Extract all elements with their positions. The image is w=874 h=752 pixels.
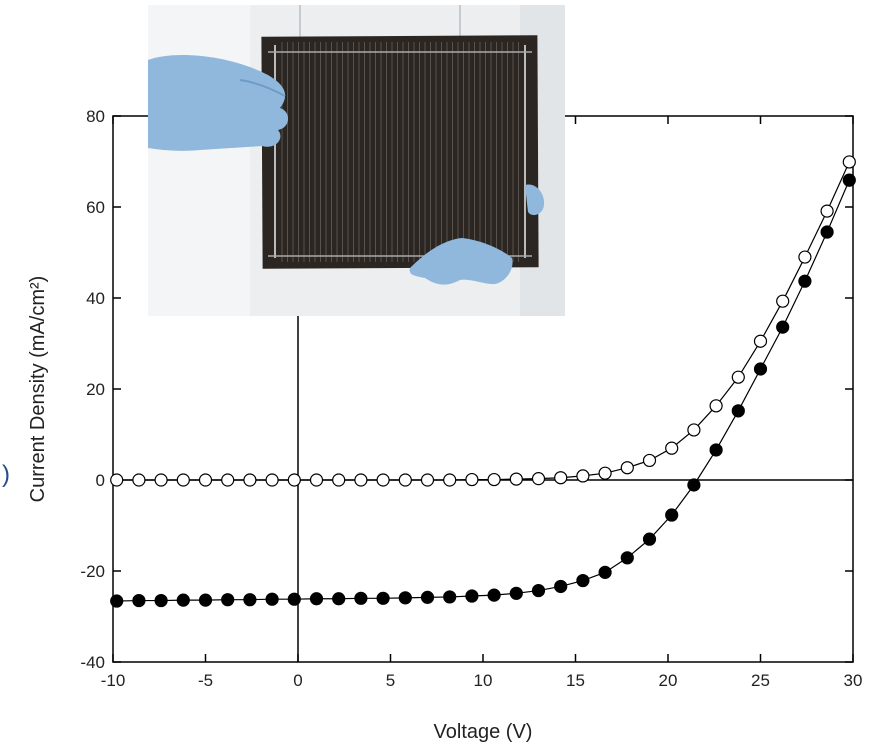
y-tick-label: -20 xyxy=(80,562,105,581)
data-point xyxy=(200,594,212,606)
data-point xyxy=(710,400,722,412)
y-tick-label: 40 xyxy=(86,289,105,308)
x-axis-label: Voltage (V) xyxy=(434,721,533,743)
data-point xyxy=(777,321,789,333)
data-point xyxy=(111,474,123,486)
data-point xyxy=(644,533,656,545)
data-point xyxy=(399,474,411,486)
data-point xyxy=(333,474,345,486)
data-point xyxy=(333,593,345,605)
data-point xyxy=(777,295,789,307)
data-point xyxy=(577,575,589,587)
data-point xyxy=(422,474,434,486)
data-point xyxy=(222,594,234,606)
data-point xyxy=(533,585,545,597)
data-point xyxy=(843,174,855,186)
x-tick-label: -5 xyxy=(198,671,213,690)
data-point xyxy=(555,472,567,484)
data-point xyxy=(222,474,234,486)
x-tick-label: -10 xyxy=(101,671,126,690)
data-point xyxy=(399,592,411,604)
data-point xyxy=(288,474,300,486)
data-point xyxy=(311,593,323,605)
data-point xyxy=(177,594,189,606)
chart: -10 -5 0 5 10 15 20 25 30 -40 -20 0 20 40 60 80 Voltage … xyxy=(0,0,874,747)
data-point xyxy=(200,474,212,486)
data-point xyxy=(466,590,478,602)
data-point xyxy=(555,580,567,592)
x-tick-label: 25 xyxy=(751,671,770,690)
data-point xyxy=(799,275,811,287)
data-point xyxy=(755,335,767,347)
data-point xyxy=(488,589,500,601)
data-point xyxy=(821,205,833,217)
data-point xyxy=(422,591,434,603)
x-tick-label: 10 xyxy=(474,671,493,690)
data-point xyxy=(644,454,656,466)
y-tick-label: 60 xyxy=(86,198,105,217)
data-point xyxy=(688,424,700,436)
data-point xyxy=(799,251,811,263)
data-point xyxy=(710,444,722,456)
data-point xyxy=(244,594,256,606)
data-point xyxy=(311,474,323,486)
data-point xyxy=(288,593,300,605)
data-point xyxy=(355,474,367,486)
data-point xyxy=(621,462,633,474)
x-tick-label: 30 xyxy=(844,671,863,690)
data-point xyxy=(466,474,478,486)
data-point xyxy=(133,474,145,486)
data-point xyxy=(577,470,589,482)
data-point xyxy=(177,474,189,486)
data-point xyxy=(732,371,744,383)
data-point xyxy=(155,595,167,607)
y-axis-label: Current Density (mA/cm²) xyxy=(27,276,49,503)
y-tick-label: 20 xyxy=(86,380,105,399)
data-point xyxy=(444,591,456,603)
data-point xyxy=(133,595,145,607)
y-tick-label: 80 xyxy=(86,107,105,126)
data-point xyxy=(621,552,633,564)
data-point xyxy=(533,473,545,485)
data-point xyxy=(488,474,500,486)
data-point xyxy=(510,587,522,599)
data-point xyxy=(732,405,744,417)
data-point xyxy=(755,363,767,375)
page: {"chart_data": { "type": "scatter-line",… xyxy=(0,0,874,752)
data-point xyxy=(510,473,522,485)
data-point xyxy=(599,467,611,479)
data-point xyxy=(599,566,611,578)
data-point xyxy=(843,156,855,168)
y-tick-label: 0 xyxy=(96,471,105,490)
x-tick-label: 15 xyxy=(566,671,585,690)
data-point xyxy=(355,592,367,604)
x-tick-label: 0 xyxy=(293,671,302,690)
data-point xyxy=(444,474,456,486)
data-point xyxy=(266,593,278,605)
data-point xyxy=(266,474,278,486)
data-point xyxy=(377,474,389,486)
side-text: ) xyxy=(2,461,10,488)
data-point xyxy=(111,595,123,607)
data-point xyxy=(155,474,167,486)
y-tick-label: -40 xyxy=(80,653,105,672)
data-point xyxy=(244,474,256,486)
data-point xyxy=(688,479,700,491)
data-point xyxy=(666,509,678,521)
data-point xyxy=(821,226,833,238)
x-tick-label: 5 xyxy=(386,671,395,690)
inset-photo xyxy=(148,5,565,316)
x-tick-label: 20 xyxy=(659,671,678,690)
data-point xyxy=(666,442,678,454)
data-point xyxy=(377,592,389,604)
